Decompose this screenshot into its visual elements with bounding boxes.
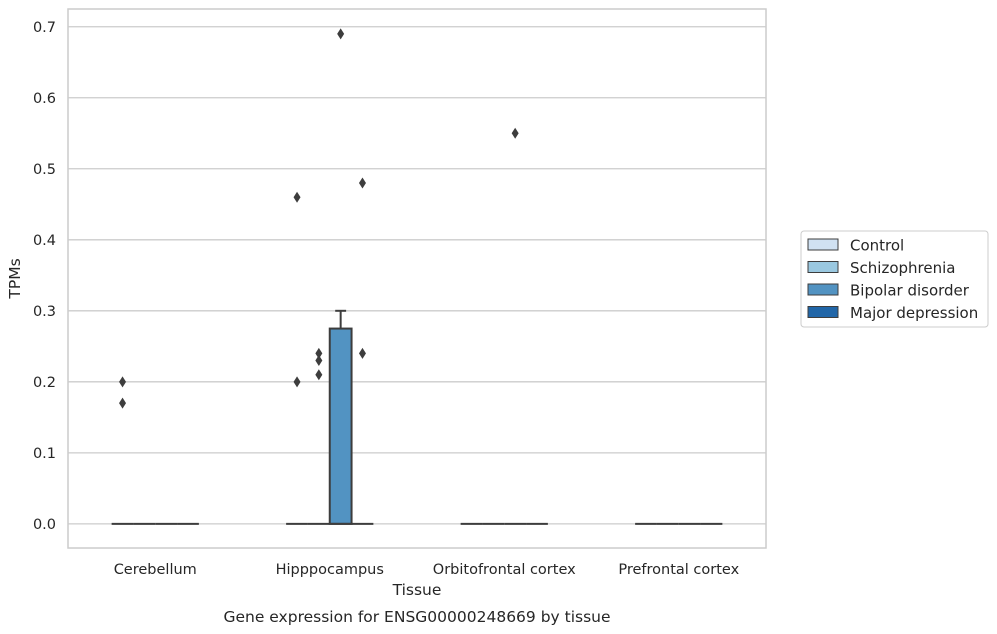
- y-tick-label: 0.0: [33, 517, 56, 533]
- outlier-point: [119, 376, 127, 388]
- y-tick-label: 0.4: [33, 233, 56, 249]
- y-tick-label: 0.1: [33, 446, 56, 462]
- outlier-point: [511, 127, 519, 139]
- x-tick-label: Cerebellum: [114, 562, 197, 578]
- outlier-point: [358, 347, 366, 359]
- legend-label: Control: [850, 237, 904, 255]
- y-tick-label: 0.3: [33, 304, 56, 320]
- legend: Control Schizophrenia Bipolar disorder Majo…: [800, 230, 989, 328]
- legend-label: Bipolar disorder: [850, 282, 970, 300]
- y-tick-labels: 0.0 0.1 0.2 0.3 0.4 0.5 0.6 0.7: [33, 20, 56, 533]
- box-1-2: [328, 309, 353, 525]
- outlier-point: [315, 369, 323, 381]
- plot-frame: [67, 8, 767, 549]
- outlier-point: [315, 355, 323, 367]
- box-body: [328, 327, 353, 525]
- x-tick-labels: Cerebellum Hipppocampus Orbitofrontal cort…: [114, 562, 740, 578]
- boxes: [111, 309, 723, 525]
- outlier-point: [293, 376, 301, 388]
- legend-swatch: [807, 306, 839, 318]
- legend-label: Schizophrenia: [850, 259, 955, 277]
- x-tick-label: Orbitofrontal cortex: [433, 562, 576, 578]
- outlier-point: [337, 28, 345, 40]
- x-axis-label: Tissue: [392, 581, 442, 599]
- outliers: [119, 28, 519, 409]
- legend-swatch: [807, 283, 839, 296]
- y-axis-label: TPMs: [6, 258, 24, 299]
- chart-caption: Gene expression for ENSG00000248669 by t…: [223, 608, 610, 626]
- outlier-point: [358, 177, 366, 189]
- x-tick-label: Prefrontal cortex: [618, 562, 739, 578]
- legend-swatch: [807, 261, 839, 273]
- outlier-point: [119, 397, 127, 409]
- y-tick-label: 0.5: [33, 162, 56, 178]
- legend-frame: [800, 230, 989, 328]
- x-tick-label: Hipppocampus: [276, 562, 384, 578]
- legend-swatch: [807, 238, 839, 251]
- grid-lines: [68, 26, 766, 525]
- y-tick-label: 0.6: [33, 91, 56, 107]
- outlier-point: [315, 347, 323, 359]
- outlier-point: [293, 191, 301, 203]
- y-tick-label: 0.2: [33, 375, 56, 391]
- y-tick-label: 0.7: [33, 20, 56, 36]
- legend-label: Major depression: [850, 304, 978, 322]
